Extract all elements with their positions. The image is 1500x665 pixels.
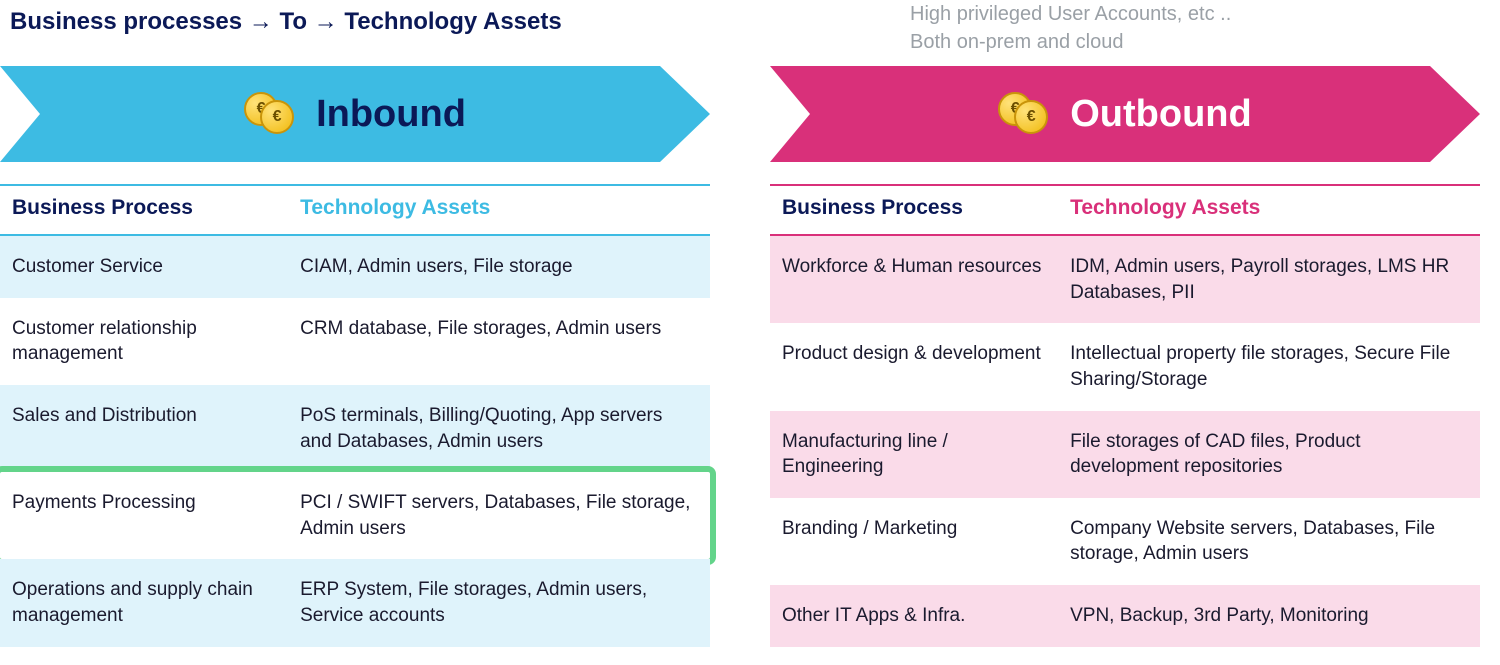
inbound-row-process: Customer relationship management: [12, 316, 300, 367]
inbound-table-row: Customer relationship managementCRM data…: [0, 298, 710, 385]
inbound-header-assets: Technology Assets: [300, 196, 698, 220]
outbound-header-process: Business Process: [782, 196, 1070, 220]
inbound-table: Business Process Technology Assets Custo…: [0, 184, 710, 647]
inbound-header-process: Business Process: [12, 196, 300, 220]
inbound-table-row: Sales and DistributionPoS terminals, Bil…: [0, 385, 710, 472]
euro-coins-icon: € €: [998, 92, 1052, 136]
outbound-row-assets: IDM, Admin users, Payroll storages, LMS …: [1070, 254, 1468, 305]
outbound-table-header: Business Process Technology Assets: [770, 184, 1480, 236]
top-note-line1: High privileged User Accounts, etc ..: [910, 0, 1231, 28]
outbound-column: € € Outbound Business Process Technology…: [770, 66, 1480, 647]
inbound-row-process: Sales and Distribution: [12, 403, 300, 454]
outbound-title: Outbound: [1070, 93, 1251, 136]
outbound-table-row: Product design & developmentIntellectual…: [770, 323, 1480, 410]
inbound-table-header: Business Process Technology Assets: [0, 184, 710, 236]
inbound-row-process: Operations and supply chain management: [12, 577, 300, 628]
inbound-rows: Customer ServiceCIAM, Admin users, File …: [0, 236, 710, 647]
inbound-arrow-banner: € € Inbound: [0, 66, 710, 162]
outbound-header-assets: Technology Assets: [1070, 196, 1468, 220]
inbound-row-process: Customer Service: [12, 254, 300, 280]
outbound-row-process: Other IT Apps & Infra.: [782, 603, 1070, 629]
inbound-table-row: Payments ProcessingPCI / SWIFT servers, …: [0, 472, 710, 559]
inbound-column: € € Inbound Business Process Technology …: [0, 66, 710, 647]
top-note: High privileged User Accounts, etc .. Bo…: [910, 0, 1231, 56]
top-note-line2: Both on-prem and cloud: [910, 28, 1231, 56]
inbound-row-assets: CIAM, Admin users, File storage: [300, 254, 698, 280]
page-title: Business processes → To → Technology Ass…: [0, 0, 1500, 36]
inbound-title: Inbound: [316, 93, 466, 136]
outbound-row-assets: File storages of CAD files, Product deve…: [1070, 429, 1468, 480]
outbound-row-process: Workforce & Human resources: [782, 254, 1070, 305]
outbound-row-assets: VPN, Backup, 3rd Party, Monitoring: [1070, 603, 1468, 629]
inbound-table-row: Operations and supply chain managementER…: [0, 559, 710, 646]
outbound-row-process: Manufacturing line / Engineering: [782, 429, 1070, 480]
inbound-row-assets: CRM database, File storages, Admin users: [300, 316, 698, 367]
euro-coins-icon: € €: [244, 92, 298, 136]
outbound-row-assets: Company Website servers, Databases, File…: [1070, 516, 1468, 567]
outbound-row-process: Branding / Marketing: [782, 516, 1070, 567]
outbound-table: Business Process Technology Assets Workf…: [770, 184, 1480, 647]
inbound-row-assets: ERP System, File storages, Admin users, …: [300, 577, 698, 628]
inbound-row-process: Payments Processing: [12, 490, 300, 541]
inbound-row-assets: PCI / SWIFT servers, Databases, File sto…: [300, 490, 698, 541]
columns-wrapper: € € Inbound Business Process Technology …: [0, 66, 1500, 647]
outbound-table-row: Workforce & Human resourcesIDM, Admin us…: [770, 236, 1480, 323]
outbound-arrow-banner: € € Outbound: [770, 66, 1480, 162]
outbound-rows: Workforce & Human resourcesIDM, Admin us…: [770, 236, 1480, 647]
outbound-table-row: Other IT Apps & Infra.VPN, Backup, 3rd P…: [770, 585, 1480, 647]
inbound-table-row: Customer ServiceCIAM, Admin users, File …: [0, 236, 710, 298]
inbound-row-assets: PoS terminals, Billing/Quoting, App serv…: [300, 403, 698, 454]
outbound-row-process: Product design & development: [782, 341, 1070, 392]
outbound-table-row: Manufacturing line / EngineeringFile sto…: [770, 411, 1480, 498]
outbound-row-assets: Intellectual property file storages, Sec…: [1070, 341, 1468, 392]
outbound-table-row: Branding / MarketingCompany Website serv…: [770, 498, 1480, 585]
